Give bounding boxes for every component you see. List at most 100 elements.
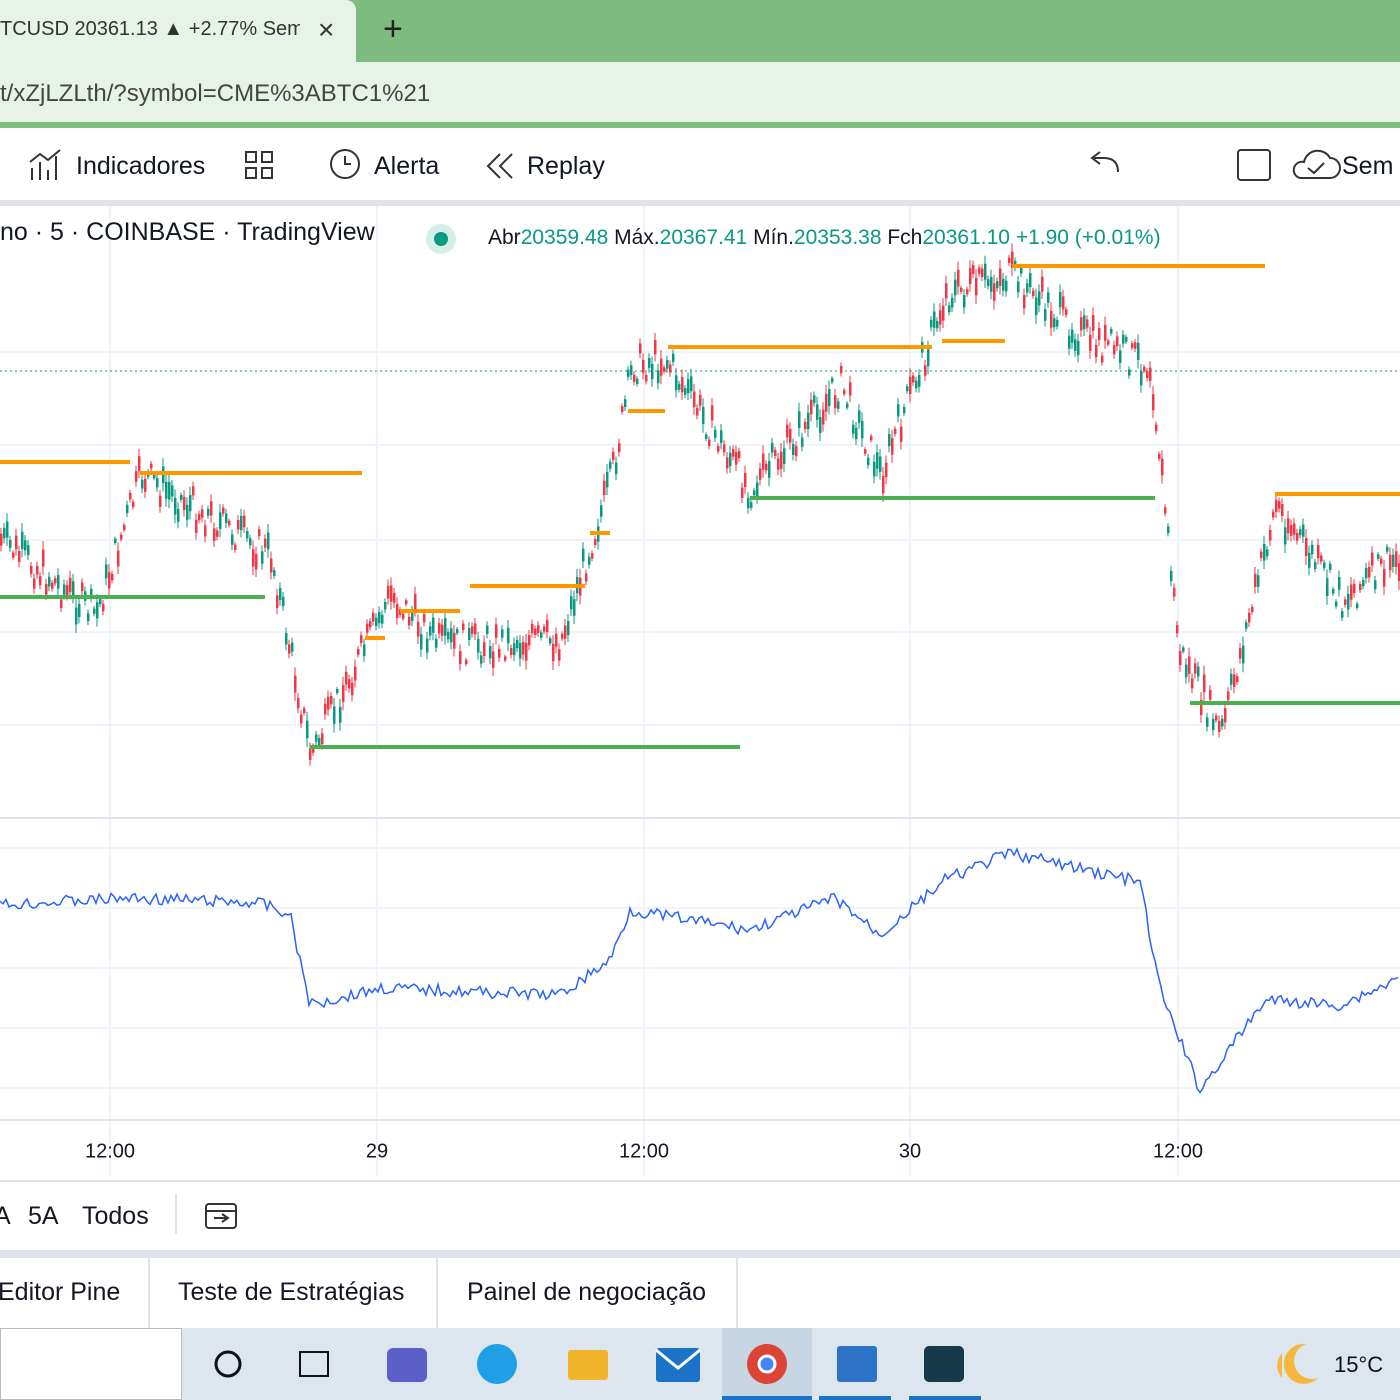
range-button[interactable]: Todos xyxy=(82,1202,149,1230)
candle-body xyxy=(1029,273,1032,288)
candle-body xyxy=(174,497,177,515)
candle-body xyxy=(1233,674,1236,688)
candle-body xyxy=(927,349,930,366)
candle-body xyxy=(789,428,792,443)
tool-button[interactable]: Sem xyxy=(1342,152,1394,180)
candle-body xyxy=(558,649,561,661)
candle-body xyxy=(1362,580,1365,587)
candle-body xyxy=(1389,554,1392,571)
candle-body xyxy=(951,297,954,308)
candle-body xyxy=(1104,324,1107,341)
tool-button[interactable]: Indicadores xyxy=(76,152,206,180)
candle-body xyxy=(1323,562,1326,569)
candle-body xyxy=(309,748,312,760)
candle-body xyxy=(543,626,546,632)
candle-body xyxy=(27,545,30,556)
candle-body xyxy=(126,504,129,513)
candle-body xyxy=(396,604,399,618)
candle-body xyxy=(30,565,33,574)
candle-body xyxy=(1134,342,1137,349)
candle-body xyxy=(1011,251,1014,268)
candle-body xyxy=(1020,267,1023,274)
candle-body xyxy=(549,638,552,644)
candle-body xyxy=(1395,551,1398,567)
candle-body xyxy=(525,642,528,661)
candle-body xyxy=(105,564,108,579)
url[interactable]: t/xZjLZLth/?symbol=CME%3ABTC1%21 xyxy=(0,80,431,107)
legend: no · 5 · COINBASE · TradingView xyxy=(0,218,375,247)
candle-body xyxy=(231,534,234,545)
value: 20359.48 xyxy=(520,226,609,249)
candle-body xyxy=(1344,599,1347,605)
candle-body xyxy=(267,532,270,550)
candle-body xyxy=(561,633,564,639)
candle-body xyxy=(627,369,630,377)
candle-body xyxy=(1050,310,1053,328)
bottom-tab[interactable]: Teste de Estratégias xyxy=(178,1278,405,1306)
candle-body xyxy=(534,628,537,635)
candle-body xyxy=(303,708,306,714)
range-button[interactable]: A xyxy=(0,1202,11,1230)
tool-button[interactable]: Alerta xyxy=(374,152,440,180)
candle-body xyxy=(1314,562,1317,569)
candle-body xyxy=(1056,320,1059,327)
candle-body xyxy=(1155,424,1158,432)
candle-body xyxy=(75,607,78,625)
candle-body xyxy=(177,508,180,522)
candle-body xyxy=(600,505,603,517)
candle-body xyxy=(33,578,36,589)
candle-body xyxy=(915,380,918,389)
candle-body xyxy=(1194,663,1197,674)
divider xyxy=(0,200,1400,206)
candle-body xyxy=(1041,276,1044,292)
candle-body xyxy=(807,412,810,429)
goto-icon[interactable] xyxy=(204,1200,240,1232)
candle-body xyxy=(1380,558,1383,564)
candle-body xyxy=(1263,543,1266,561)
candle-body xyxy=(711,405,714,421)
candle-body xyxy=(339,706,342,723)
candle-body xyxy=(957,269,960,287)
candle-body xyxy=(150,463,153,469)
candle-body xyxy=(801,437,804,447)
candle-body xyxy=(555,633,558,647)
candle-body xyxy=(843,390,846,395)
candle-body xyxy=(1146,371,1149,379)
new-tab[interactable]: + xyxy=(383,10,403,48)
candles xyxy=(0,243,1400,766)
candle-body xyxy=(1242,645,1245,664)
range-button[interactable]: 5A xyxy=(28,1202,59,1230)
candle-body xyxy=(1161,458,1164,476)
candle-body xyxy=(885,462,888,478)
candle-body xyxy=(1083,315,1086,330)
candle-body xyxy=(1086,319,1089,328)
tool-button[interactable]: Replay xyxy=(527,152,605,180)
candle-body xyxy=(855,427,858,440)
candle-body xyxy=(594,539,597,545)
candle-body xyxy=(966,289,969,295)
candle-body xyxy=(1107,340,1110,345)
candle-body xyxy=(222,507,225,514)
tab-close[interactable]: × xyxy=(318,14,335,45)
candle-body xyxy=(846,403,849,408)
candle-body xyxy=(15,535,18,550)
candle-body xyxy=(912,375,915,383)
candle-body xyxy=(381,614,384,624)
candle-body xyxy=(1119,350,1122,363)
candle-body xyxy=(567,620,570,635)
candle-body xyxy=(1026,283,1029,293)
candle-body xyxy=(753,490,756,496)
candle-body xyxy=(606,471,609,488)
candle-body xyxy=(1326,578,1329,597)
candle-body xyxy=(678,383,681,390)
active-tab[interactable]: TCUSD 20361.13 ▲ +2.77% Sem × xyxy=(0,0,356,62)
candle-body xyxy=(447,631,450,640)
bottom-tab[interactable]: Editor Pine xyxy=(0,1278,121,1306)
candle-body xyxy=(528,635,531,646)
candle-body xyxy=(195,519,198,534)
search-box[interactable] xyxy=(0,1328,182,1400)
range-bar: A 5A Todos xyxy=(0,1180,1400,1252)
candle-body xyxy=(486,625,489,635)
candle-body xyxy=(429,626,432,636)
bottom-tab[interactable]: Painel de negociação xyxy=(467,1278,707,1306)
